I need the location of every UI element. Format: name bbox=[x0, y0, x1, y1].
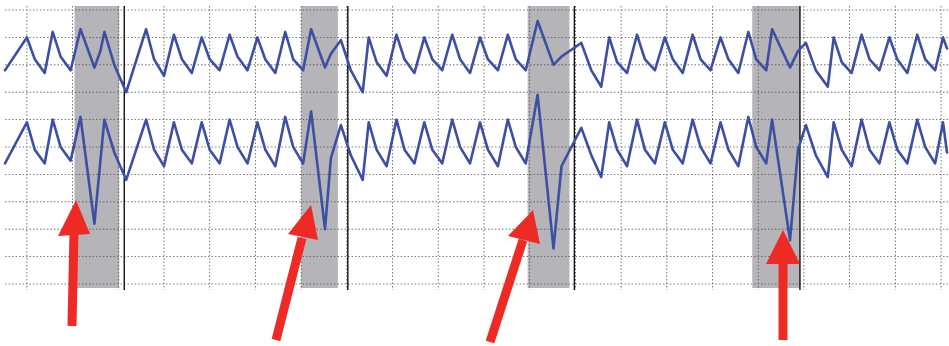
signal-line bbox=[3, 93, 949, 250]
arrow-head bbox=[508, 210, 540, 244]
arrow bbox=[485, 238, 528, 344]
signal-line bbox=[3, 19, 949, 94]
arrow-head bbox=[288, 205, 318, 240]
arrow-head bbox=[766, 230, 800, 264]
arrow bbox=[67, 231, 79, 327]
arrows bbox=[58, 200, 800, 344]
signals bbox=[3, 19, 949, 250]
arrow-head bbox=[58, 200, 90, 236]
arrow bbox=[271, 236, 307, 342]
